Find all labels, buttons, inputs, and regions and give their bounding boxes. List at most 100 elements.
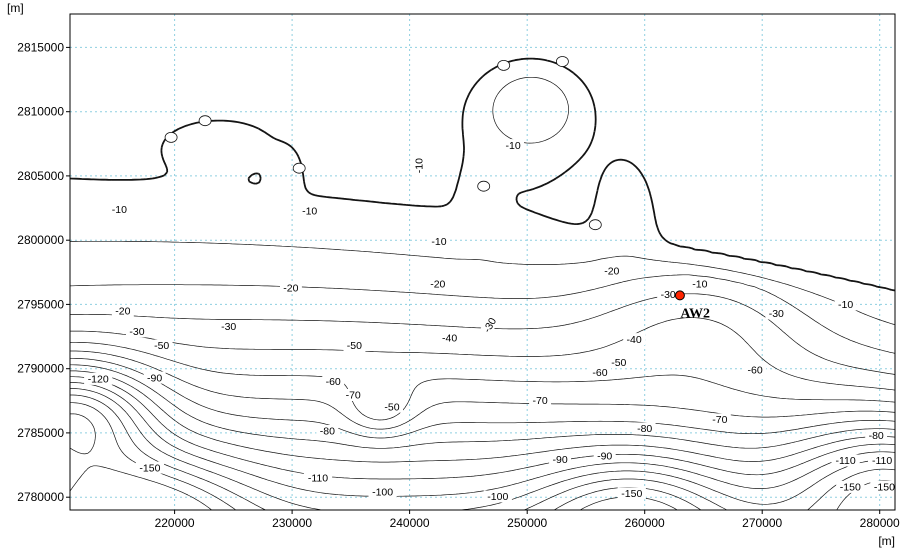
x-axis-tick-label: 250000: [507, 516, 547, 530]
contour-label: -150: [621, 488, 642, 500]
contour-label: -150: [874, 482, 895, 494]
contour-label: -70: [346, 390, 361, 402]
zero-marker-ellipse: [164, 131, 178, 143]
axis-ticks: [66, 46, 881, 514]
contour-label-halo: [589, 366, 611, 379]
zero-marker-ellipse: [497, 60, 511, 71]
contour-label-halo: [633, 422, 656, 435]
contour-label-halo: [744, 363, 767, 376]
contour-label-halo: [135, 461, 164, 474]
contour-label-halo: [298, 204, 321, 217]
contour-label: -90: [597, 451, 612, 463]
contour-label-halo: [84, 372, 113, 385]
contour-label-halo: [343, 339, 366, 352]
contour-label-halo: [111, 304, 134, 317]
contour-label-halo: [868, 454, 897, 467]
contour-label-halo: [428, 235, 450, 248]
contour-label: -50: [154, 340, 169, 352]
x-tick-labels: 220000 230000 240000 250000 260000 270000 2800…: [155, 516, 900, 530]
contour-label-halo: [280, 281, 302, 294]
contour-label-halo: [657, 288, 680, 301]
contour-label: -10: [431, 236, 446, 248]
station-marker: AW2: [674, 290, 710, 321]
contour-label-halo: [126, 325, 148, 338]
contour-label-halo: [529, 394, 551, 407]
contour-label-halo: [143, 371, 166, 384]
zero-marker-ellipse: [588, 219, 602, 231]
contour-label-halo: [623, 333, 646, 346]
contour-label: -150: [840, 482, 861, 494]
x-axis-tick-label: 260000: [625, 516, 665, 530]
contour-label-halo: [834, 298, 857, 311]
contour-label: -10: [302, 205, 317, 217]
plot-border: [69, 13, 896, 511]
contour-label: -150: [139, 462, 160, 474]
contour-label: -10: [506, 140, 521, 152]
zero-marker-ellipse: [198, 115, 212, 127]
grid-lines: [70, 14, 895, 510]
x-axis-tick-label: 220000: [155, 516, 195, 530]
contour-label: -20: [283, 282, 298, 294]
contour-label: -20: [430, 279, 445, 291]
y-axis-tick-label: 2785000: [17, 426, 64, 440]
contour-label: -50: [611, 357, 626, 369]
contour-label: -90: [147, 372, 162, 384]
contour-label: -10: [112, 204, 127, 216]
contour-label: -30: [769, 308, 784, 320]
station-label: AW2: [680, 306, 710, 321]
coastline-contour: [69, 57, 896, 292]
contour-label: -110: [835, 455, 855, 467]
contour-label-halo: [870, 480, 899, 493]
contour-labels: -10 -10-10-10-10-10-10-20-20 -20-20-30 -30-…: [84, 139, 899, 503]
contour-label-halo: [342, 389, 365, 401]
contour-label: -110: [872, 455, 892, 467]
contour-label: -50: [384, 401, 399, 413]
y-axis-tick-label: 2780000: [17, 490, 64, 504]
contour-label: -120: [88, 374, 109, 386]
contour-label-halo: [593, 450, 616, 462]
contour-label-halo: [217, 320, 240, 333]
contour-label-halo: [502, 139, 524, 152]
contour-label: -100: [372, 487, 393, 499]
y-axis-tick-label: 2815000: [17, 40, 64, 54]
y-axis-tick-label: 2800000: [17, 233, 64, 247]
contour-label: -10: [838, 299, 853, 311]
contour-label-halo: [865, 429, 888, 442]
contour-label-halo: [426, 277, 449, 290]
contour-label-halo: [549, 453, 571, 466]
contour-label-halo: [831, 454, 860, 467]
contour-label-halo: [413, 154, 425, 177]
contour-label-halo: [600, 265, 623, 277]
contour-label: -60: [326, 376, 341, 388]
contour-label-halo: [617, 487, 646, 500]
contour-label: -20: [604, 266, 619, 278]
x-axis-tick-label: 230000: [272, 516, 312, 530]
y-axis-tick-label: 2790000: [17, 362, 64, 376]
contour-label-halo: [478, 312, 501, 338]
depth-contours: [69, 76, 896, 511]
contour-label-halo: [708, 413, 731, 426]
zero-marker-ellipse: [556, 56, 569, 67]
contour-label-halo: [316, 425, 339, 437]
zero-marker-ellipse: [292, 162, 306, 174]
station-point: [674, 290, 685, 301]
contour-label: -100: [487, 491, 508, 503]
contour-label-halo: [303, 471, 333, 484]
contour-label: -30: [129, 326, 144, 338]
contour-label-halo: [689, 277, 711, 290]
contour-label: -40: [627, 334, 642, 346]
contour-label: -50: [347, 340, 362, 352]
contour-label-halo: [836, 480, 865, 493]
y-tick-labels: 2780000 2785000 2790000 2795000 2800000 28050…: [17, 40, 64, 504]
contour-label: -40: [442, 333, 457, 345]
contour-label: -60: [748, 365, 763, 377]
contour-label: -10: [414, 158, 426, 173]
x-axis-tick-label: 270000: [742, 516, 782, 530]
y-axis-tick-label: 2810000: [17, 105, 64, 119]
contour-label: -70: [712, 414, 727, 426]
contour-label: -90: [553, 454, 568, 466]
contour-label: -70: [533, 395, 548, 407]
contour-label-halo: [150, 339, 173, 352]
